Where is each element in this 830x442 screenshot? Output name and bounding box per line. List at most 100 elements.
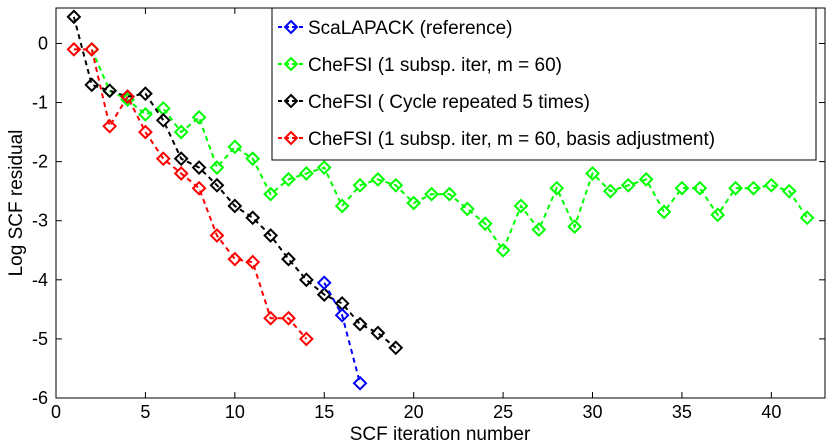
y-tick-label: -4 <box>32 270 48 290</box>
y-tick-label: -2 <box>32 152 48 172</box>
data-point <box>728 180 743 196</box>
legend-entry: CheFSI ( Cycle repeated 5 times) <box>278 92 590 113</box>
data-point <box>209 228 225 243</box>
data-point <box>245 151 261 167</box>
data-point <box>477 216 493 232</box>
data-point <box>298 272 314 288</box>
data-point <box>316 275 332 291</box>
legend-swatch-marker <box>283 130 299 146</box>
data-point <box>692 180 708 196</box>
data-point <box>388 340 404 356</box>
x-axis-label: SCF iteration number <box>350 424 531 442</box>
data-point <box>442 186 457 202</box>
data-point <box>66 41 82 57</box>
y-tick-label: -5 <box>32 329 48 349</box>
legend-label: CheFSI (1 subsp. iter, m = 60) <box>308 55 562 76</box>
data-point <box>227 139 243 155</box>
series-0 <box>316 275 368 391</box>
data-point <box>84 77 100 93</box>
data-point <box>281 251 296 267</box>
y-axis-label: Log SCF residual <box>6 130 27 277</box>
legend-label: ScaLAPACK (reference) <box>308 18 513 39</box>
data-point <box>316 160 332 175</box>
data-point <box>173 124 189 140</box>
data-point <box>459 201 475 217</box>
data-point <box>799 210 815 226</box>
x-tick-label: 15 <box>314 402 334 422</box>
data-point <box>495 242 511 258</box>
data-point <box>549 180 565 196</box>
y-tick-label: 0 <box>38 33 48 53</box>
x-tick-label: 30 <box>582 402 602 422</box>
data-point <box>334 198 350 214</box>
data-point <box>263 228 279 243</box>
data-point <box>370 325 386 341</box>
data-point <box>102 83 118 99</box>
legend-label: CheFSI ( Cycle repeated 5 times) <box>308 92 590 113</box>
data-point <box>66 9 82 25</box>
data-point <box>316 287 332 303</box>
data-point <box>245 210 261 226</box>
data-point <box>173 151 189 167</box>
data-point <box>585 166 600 181</box>
data-point <box>352 375 368 391</box>
data-point <box>209 177 225 193</box>
data-point <box>102 118 118 134</box>
legend-entry: CheFSI (1 subsp. iter, m = 60, basis adj… <box>278 129 715 150</box>
data-point <box>388 177 404 193</box>
data-point <box>674 180 690 196</box>
data-point <box>155 112 171 128</box>
legend-entry: CheFSI (1 subsp. iter, m = 60) <box>278 55 562 76</box>
legend-label: CheFSI (1 subsp. iter, m = 60, basis adj… <box>308 129 715 150</box>
x-tick-label: 10 <box>225 402 245 422</box>
data-point <box>227 198 243 214</box>
data-point <box>352 316 368 332</box>
series-line <box>73 48 308 340</box>
data-point <box>513 198 529 214</box>
data-point <box>281 171 296 187</box>
data-point <box>746 180 761 196</box>
data-point <box>352 177 368 193</box>
data-point <box>298 166 314 181</box>
data-point <box>191 109 207 125</box>
y-tick-label: -3 <box>32 211 48 231</box>
x-tick-label: 25 <box>493 402 513 422</box>
data-point <box>710 207 726 223</box>
y-tick-label: -1 <box>32 93 48 113</box>
data-point <box>263 310 279 326</box>
x-tick-label: 35 <box>672 402 692 422</box>
data-point <box>138 106 153 122</box>
axis-ticks: 0 5 10 15 20 25 30 35 40 0 -1 -2 -3 -4 -5 -6 <box>32 8 825 422</box>
data-point <box>531 222 547 238</box>
data-point <box>281 310 296 326</box>
data-point <box>173 166 189 181</box>
x-tick-label: 40 <box>761 402 781 422</box>
data-point <box>245 254 261 270</box>
series-line <box>72 16 397 349</box>
data-point <box>656 204 672 220</box>
data-point <box>638 171 654 187</box>
series-line <box>323 282 361 384</box>
data-point <box>138 86 153 102</box>
data-point <box>298 331 314 347</box>
data-point <box>334 307 350 323</box>
legend-swatch-marker <box>283 93 299 109</box>
data-point <box>155 151 171 167</box>
x-tick-label: 20 <box>404 402 424 422</box>
data-point <box>424 186 439 202</box>
y-tick-label: -6 <box>32 388 48 408</box>
data-point <box>781 183 797 199</box>
legend-entry: ScaLAPACK (reference) <box>278 18 513 39</box>
series-3 <box>66 41 314 347</box>
series-layer <box>66 9 815 391</box>
data-point <box>138 124 153 140</box>
legend-swatch-marker <box>283 56 299 72</box>
data-point <box>227 251 243 267</box>
data-point <box>370 171 386 187</box>
legend: ScaLAPACK (reference) CheFSI (1 subsp. it… <box>271 7 817 161</box>
data-point <box>84 41 100 57</box>
x-tick-label: 5 <box>140 402 150 422</box>
data-point <box>406 195 422 211</box>
data-point <box>763 177 779 193</box>
